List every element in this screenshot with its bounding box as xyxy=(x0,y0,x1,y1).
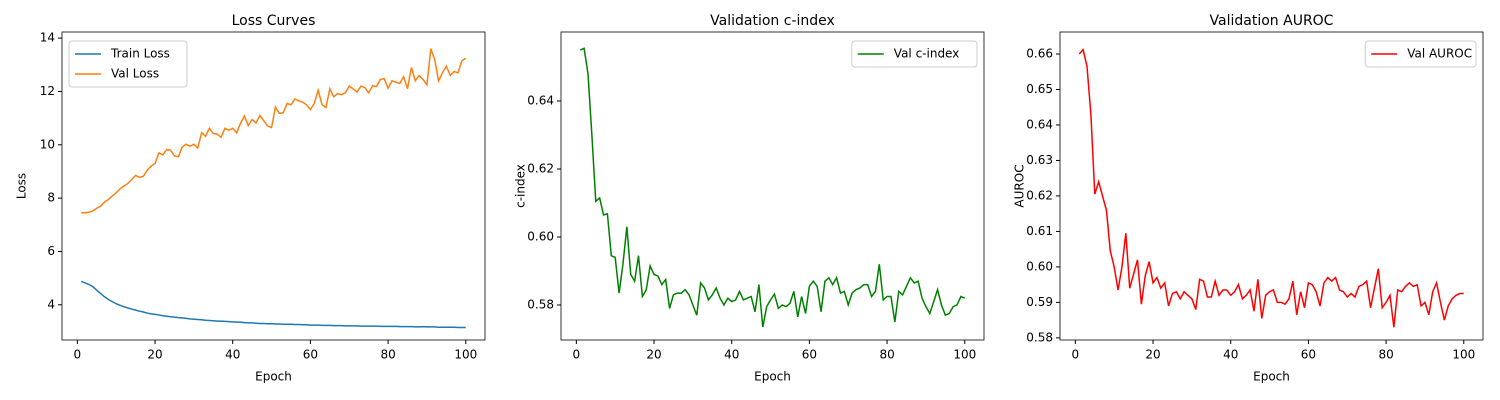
x-axis-label: Epoch xyxy=(255,370,292,384)
y-tick-label: 0.62 xyxy=(527,162,554,176)
y-tick-label: 0.58 xyxy=(527,297,554,311)
x-tick-label: 20 xyxy=(147,348,162,362)
chart-title: Loss Curves xyxy=(232,13,316,29)
chart-title: Validation c-index xyxy=(710,13,835,29)
axes-frame xyxy=(61,31,486,341)
plot-background xyxy=(561,32,984,340)
series-line xyxy=(80,280,466,329)
y-tick-label: 0.61 xyxy=(1026,224,1053,238)
y-axis-label: Loss xyxy=(15,173,29,199)
y-tick-label: 0.64 xyxy=(527,94,554,108)
y-tick-label: 0.64 xyxy=(1026,117,1053,131)
x-tick-label: 100 xyxy=(1452,348,1475,362)
axes-frame xyxy=(1059,31,1484,341)
subplot: Loss Curves Epoch Loss 0 20 40 60 80 100 4 6 8 10 12 1… xyxy=(15,13,486,384)
y-tick-label: 0.66 xyxy=(1026,47,1053,61)
x-tick-label: 0 xyxy=(573,348,581,362)
x-tick-label: 60 xyxy=(303,348,318,362)
x-tick-label: 40 xyxy=(724,348,739,362)
y-axis-label: c-index xyxy=(514,164,528,208)
x-tick-label: 20 xyxy=(1145,348,1160,362)
x-tick-label: 60 xyxy=(1301,348,1316,362)
x-tick-label: 20 xyxy=(646,348,661,362)
x-axis-label: Epoch xyxy=(1253,370,1290,384)
x-tick-label: 100 xyxy=(953,348,976,362)
y-axis-label: AUROC xyxy=(1013,164,1027,207)
legend: Train Loss Val Loss xyxy=(68,40,188,88)
legend-frame xyxy=(851,40,978,68)
x-tick-label: 40 xyxy=(225,348,240,362)
legend-label: Val Loss xyxy=(111,67,159,81)
legend-frame xyxy=(68,40,188,88)
legend: Val AUROC xyxy=(1364,40,1477,68)
series-line xyxy=(1078,48,1464,328)
x-tick-label: 0 xyxy=(1072,348,1080,362)
legend-frame xyxy=(1364,40,1477,68)
y-tick-label: 4 xyxy=(47,297,55,311)
subplot: Validation AUROC Epoch AUROC 0 20 40 60 80 100 0.… xyxy=(1013,13,1484,384)
x-tick-label: 0 xyxy=(74,348,82,362)
legend-label: Train Loss xyxy=(110,47,170,61)
y-tick-label: 0.59 xyxy=(1026,295,1053,309)
axes-frame xyxy=(560,31,985,341)
x-tick-label: 80 xyxy=(1378,348,1393,362)
y-tick-label: 0.60 xyxy=(1026,259,1053,273)
x-tick-label: 40 xyxy=(1223,348,1238,362)
plot-background xyxy=(1060,32,1483,340)
x-tick-label: 100 xyxy=(454,348,477,362)
y-tick-label: 6 xyxy=(47,244,55,258)
y-tick-label: 0.60 xyxy=(527,229,554,243)
y-tick-label: 10 xyxy=(40,137,55,151)
y-tick-label: 0.58 xyxy=(1026,330,1053,344)
legend: Val c-index xyxy=(851,40,978,68)
x-tick-label: 60 xyxy=(802,348,817,362)
y-tick-label: 0.65 xyxy=(1026,82,1053,96)
y-tick-label: 8 xyxy=(47,191,55,205)
chart-title: Validation AUROC xyxy=(1210,13,1334,29)
x-tick-label: 80 xyxy=(380,348,395,362)
series-line xyxy=(579,47,966,328)
legend-label: Val c-index xyxy=(894,47,960,61)
y-tick-label: 0.63 xyxy=(1026,153,1053,167)
y-tick-label: 14 xyxy=(40,31,55,45)
subplot: Validation c-index Epoch c-index 0 20 40 60 80 1… xyxy=(514,13,985,384)
legend-label: Val AUROC xyxy=(1407,47,1472,61)
y-tick-label: 0.62 xyxy=(1026,188,1053,202)
x-tick-label: 80 xyxy=(879,348,894,362)
x-axis-label: Epoch xyxy=(754,370,791,384)
series-line xyxy=(81,48,467,214)
y-tick-label: 12 xyxy=(40,84,55,98)
